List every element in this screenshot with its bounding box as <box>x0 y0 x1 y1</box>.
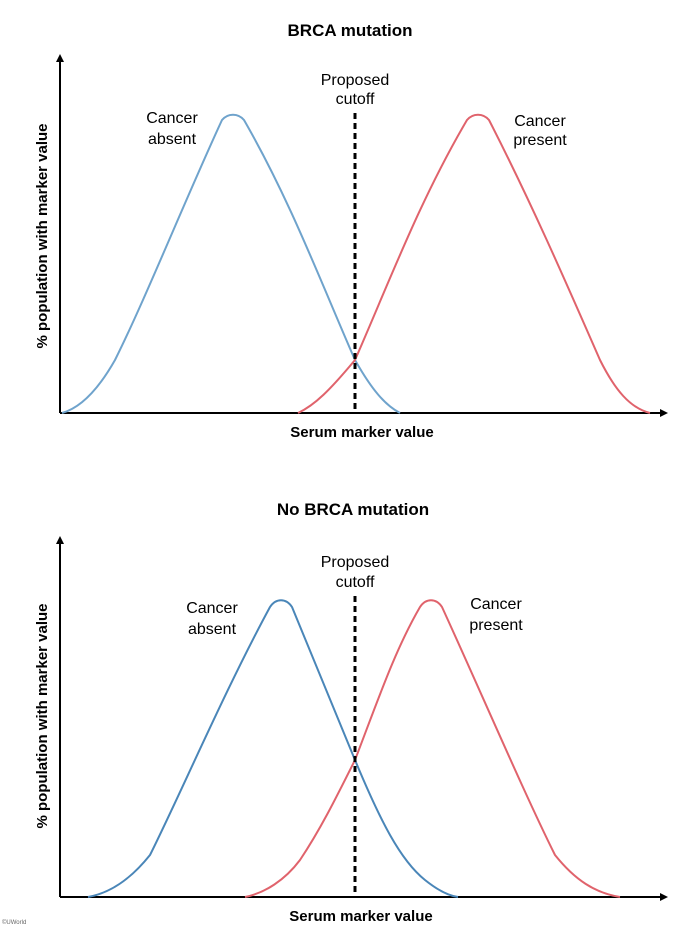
series-label-cancer-present-line2: present <box>513 132 567 149</box>
series-line-cancer-present <box>297 113 651 414</box>
copyright-text: ©UWorld <box>2 919 26 926</box>
cutoff-label-line2: cutoff <box>336 91 375 108</box>
y-axis-label: % population with marker value <box>34 603 51 828</box>
series-label-cancer-present-line2: present <box>469 617 523 634</box>
series-label-cancer-absent-line1: Cancer <box>146 110 198 127</box>
y-axis-label: % population with marker value <box>34 123 51 348</box>
chart-brca-mutation: BRCA mutation Proposed cutoff Cancer abs… <box>34 21 668 441</box>
x-axis-label: Serum marker value <box>290 424 433 441</box>
series-label-cancer-absent-line2: absent <box>148 131 197 148</box>
series-line-cancer-present <box>244 599 621 898</box>
series-label-cancer-present-line1: Cancer <box>470 596 522 613</box>
x-axis-label: Serum marker value <box>289 908 432 925</box>
chart-title: No BRCA mutation <box>277 500 429 519</box>
series-label-cancer-present-line1: Cancer <box>514 113 566 130</box>
series-label-cancer-absent-line2: absent <box>188 621 237 638</box>
series-label-cancer-absent-line1: Cancer <box>186 600 238 617</box>
cutoff-label-line1: Proposed <box>321 72 390 89</box>
series-line-cancer-absent <box>87 599 459 898</box>
cutoff-label-line1: Proposed <box>321 554 390 571</box>
cutoff-label-line2: cutoff <box>336 574 375 591</box>
chart-no-brca-mutation: No BRCA mutation Proposed cutoff Cancer … <box>34 500 668 925</box>
chart-title: BRCA mutation <box>288 21 413 40</box>
